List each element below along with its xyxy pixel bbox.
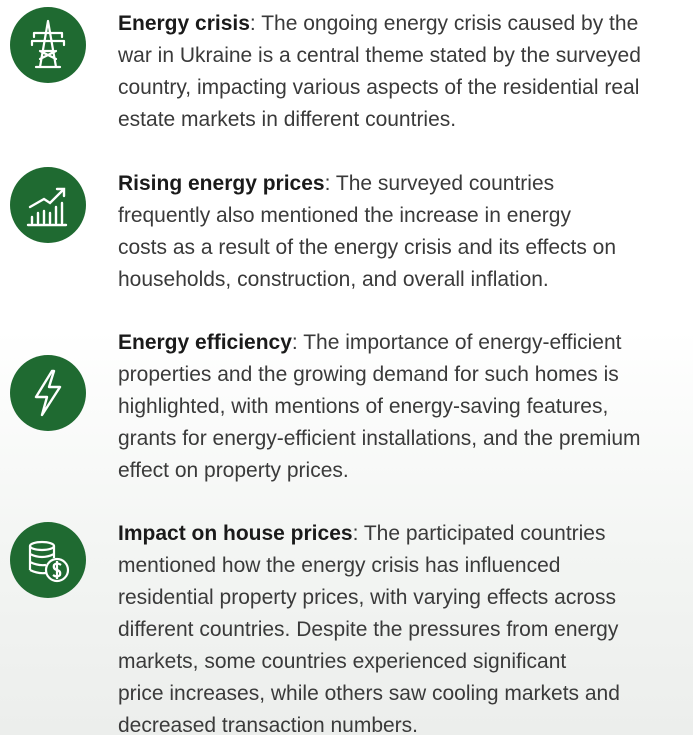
- text-line: markets, some countries experienced sign…: [118, 646, 566, 678]
- text-line: different countries. Despite the pressur…: [118, 614, 618, 646]
- text-line: Rising energy prices: The surveyed count…: [118, 168, 554, 200]
- item-title: Rising energy prices: [118, 172, 325, 195]
- icon-coins: [10, 522, 86, 598]
- icon-pylon: [10, 7, 86, 83]
- text-line: frequently also mentioned the increase i…: [118, 200, 571, 232]
- item-title: Energy crisis: [118, 12, 250, 35]
- text-line: country, impacting various aspects of th…: [118, 72, 639, 104]
- text-line: grants for energy-efficient installation…: [118, 423, 641, 455]
- item-text: costs as a result of the energy crisis a…: [118, 236, 617, 259]
- item-text: grants for energy-efficient installation…: [118, 427, 641, 450]
- text-line: residential property prices, with varyin…: [118, 582, 616, 614]
- item-text: : The surveyed countries: [324, 172, 555, 195]
- item-text: estate markets in different countries.: [118, 108, 457, 131]
- item-text: households, construction, and overall in…: [118, 268, 549, 291]
- text-line: Impact on house prices: The participated…: [118, 518, 606, 550]
- text-line: mentioned how the energy crisis has infl…: [118, 550, 560, 582]
- icon-lightning: [10, 355, 86, 431]
- text-line: effect on property prices.: [118, 455, 349, 487]
- item-text: markets, some countries experienced sign…: [118, 650, 567, 673]
- text-line: costs as a result of the energy crisis a…: [118, 232, 616, 264]
- item-text: decreased transaction numbers.: [118, 714, 418, 737]
- item-text: frequently also mentioned the increase i…: [118, 204, 571, 227]
- item-text: : The participated countries: [352, 522, 606, 545]
- item-text: : The ongoing energy crisis caused by th…: [249, 12, 639, 35]
- text-line: estate markets in different countries.: [118, 104, 456, 136]
- item-text: war in Ukraine is a central theme stated…: [118, 44, 641, 67]
- item-text: : The importance of energy-efficient: [291, 331, 622, 354]
- text-line: highlighted, with mentions of energy-sav…: [118, 391, 608, 423]
- item-text: mentioned how the energy crisis has infl…: [118, 554, 561, 577]
- item-text: properties and the growing demand for su…: [118, 363, 619, 386]
- item-text: highlighted, with mentions of energy-sav…: [118, 395, 609, 418]
- text-line: properties and the growing demand for su…: [118, 359, 619, 391]
- item-text: effect on property prices.: [118, 459, 349, 482]
- text-line: households, construction, and overall in…: [118, 264, 549, 296]
- text-line: war in Ukraine is a central theme stated…: [118, 40, 641, 72]
- item-text: price increases, while others saw coolin…: [118, 682, 620, 705]
- item-text: residential property prices, with varyin…: [118, 586, 616, 609]
- item-title: Impact on house prices: [118, 522, 353, 545]
- item-text: different countries. Despite the pressur…: [118, 618, 619, 641]
- text-line: Energy efficiency: The importance of ene…: [118, 327, 621, 359]
- text-line: price increases, while others saw coolin…: [118, 678, 620, 710]
- text-line: decreased transaction numbers.: [118, 710, 418, 742]
- icon-rising-chart: [10, 167, 86, 243]
- item-title: Energy efficiency: [118, 331, 292, 354]
- item-text: country, impacting various aspects of th…: [118, 76, 640, 99]
- text-line: Energy crisis: The ongoing energy crisis…: [118, 8, 638, 40]
